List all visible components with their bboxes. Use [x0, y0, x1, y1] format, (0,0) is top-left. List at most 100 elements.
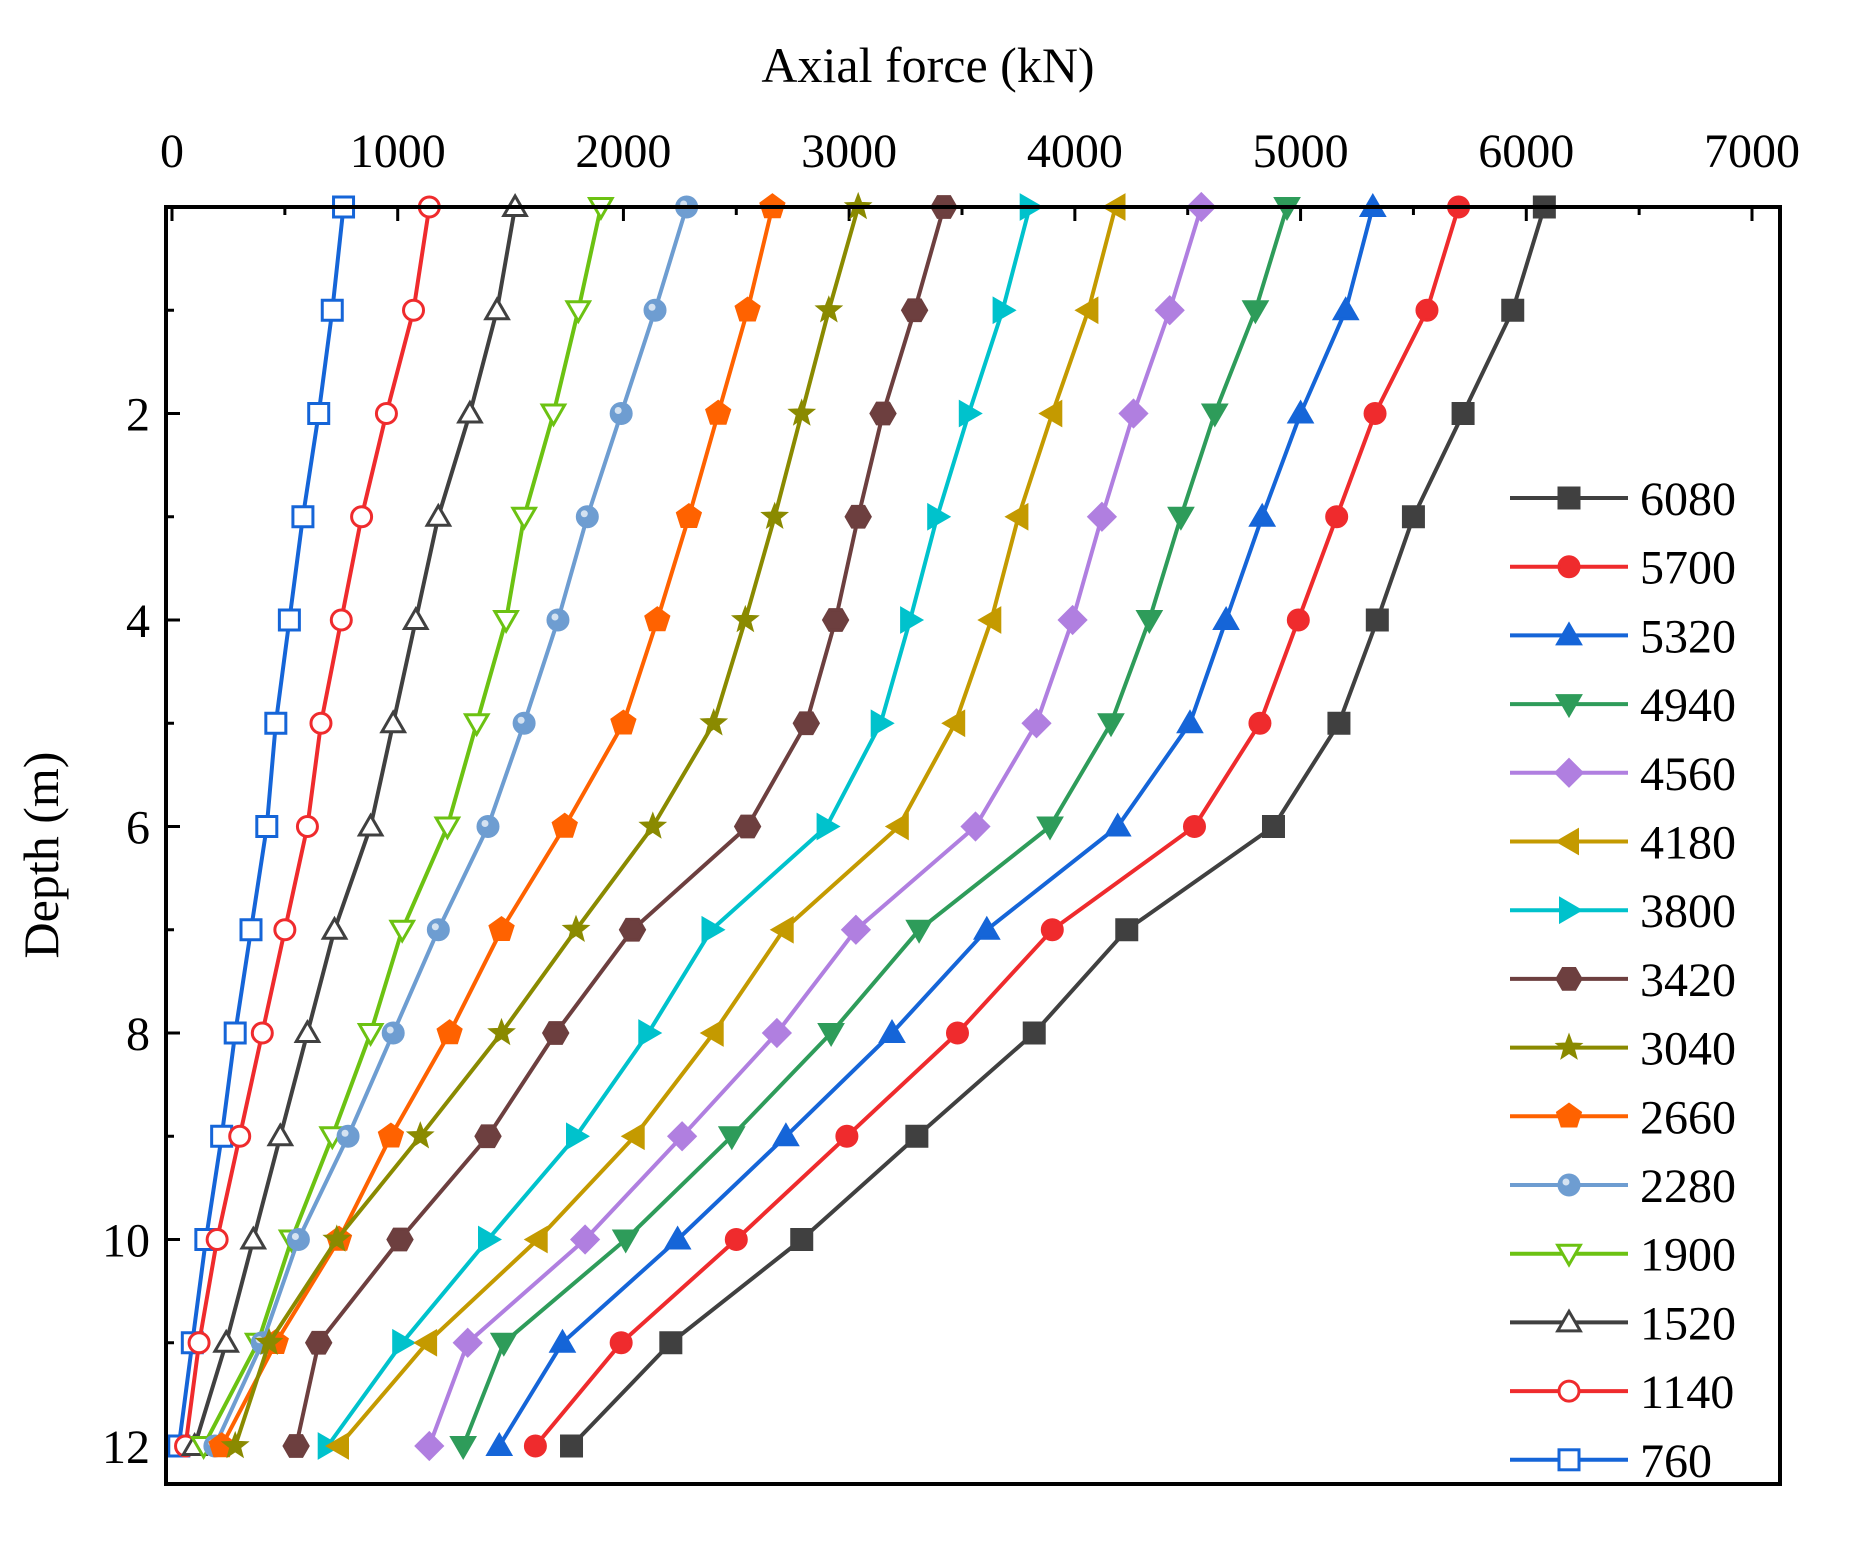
data-point-5320 — [1176, 709, 1204, 734]
x-axis: 0 1000 2000 3000 4000 5000 6000 7000 — [160, 125, 1800, 221]
series-3420 — [282, 195, 958, 1458]
data-point-6080 — [1327, 711, 1351, 735]
data-point-3800 — [701, 915, 726, 944]
data-point-1520 — [320, 915, 349, 940]
data-point-5700 — [1248, 711, 1272, 735]
data-point-2280 — [609, 402, 633, 425]
data-point-760 — [320, 298, 344, 322]
legend-label: 3800 — [1640, 885, 1736, 938]
data-point-3040 — [405, 1121, 435, 1149]
data-point-5700 — [523, 1434, 547, 1458]
legend-item-6080: 6080 — [1510, 473, 1736, 526]
legend-marker — [1555, 1308, 1583, 1333]
data-point-4560 — [414, 1430, 445, 1462]
series-line-3800 — [326, 206, 1032, 1448]
data-point-5320 — [1286, 399, 1315, 424]
data-point-1140 — [250, 1021, 274, 1045]
data-point-4560 — [761, 1017, 793, 1049]
data-point-3800 — [870, 709, 895, 738]
data-point-2660 — [734, 296, 761, 322]
legend-label: 1900 — [1640, 1229, 1736, 1282]
legend-marker — [1554, 1032, 1584, 1060]
data-point-5320 — [1103, 812, 1132, 837]
data-point-3420 — [900, 298, 929, 323]
data-point-1140 — [273, 918, 297, 942]
data-point-5700 — [1325, 505, 1349, 529]
marker-highlight — [1562, 1178, 1570, 1186]
data-point-4560 — [1021, 708, 1052, 739]
data-point-4560 — [666, 1121, 698, 1152]
data-point-3040 — [220, 1430, 250, 1459]
data-point-1520 — [456, 399, 484, 424]
data-point-3040 — [254, 1327, 284, 1356]
data-point-1520 — [212, 1328, 240, 1353]
data-point-3800 — [478, 1225, 502, 1254]
data-point-3800 — [958, 399, 983, 428]
data-point-6080 — [1501, 298, 1525, 322]
data-point-5700 — [724, 1228, 748, 1251]
data-point-5320 — [1212, 605, 1240, 630]
series-5320 — [485, 193, 1387, 1456]
data-point-1140 — [205, 1228, 229, 1251]
data-point-3040 — [760, 501, 790, 530]
data-point-5320 — [548, 1328, 577, 1353]
data-point-760 — [277, 608, 301, 632]
series-1520 — [180, 192, 529, 1456]
data-point-4180 — [941, 709, 966, 738]
data-point-6080 — [790, 1228, 814, 1251]
series-line-4180 — [337, 206, 1118, 1448]
legend-label: 3420 — [1640, 954, 1736, 1007]
legend-item-760: 760 — [1510, 1435, 1712, 1488]
marker-highlight — [386, 1026, 394, 1034]
data-point-5700 — [1182, 815, 1206, 838]
data-point-1900 — [510, 506, 539, 531]
data-point-4560 — [452, 1327, 483, 1358]
data-point-1520 — [379, 709, 408, 734]
data-point-5700 — [1040, 918, 1064, 942]
legend-marker — [1557, 555, 1581, 579]
data-point-4180 — [325, 1432, 349, 1460]
data-point-6080 — [1022, 1021, 1046, 1045]
data-point-3420 — [618, 917, 647, 942]
x-tick-label: 5000 — [1253, 125, 1349, 178]
data-point-5320 — [1248, 502, 1277, 527]
y-axis-title: Depth (m) — [13, 752, 69, 959]
data-point-1520 — [424, 502, 453, 527]
data-point-3420 — [304, 1330, 333, 1355]
data-point-760 — [291, 505, 315, 529]
x-tick-label: 0 — [160, 125, 184, 178]
y-tick-label: 12 — [102, 1421, 150, 1474]
data-point-4180 — [1038, 399, 1063, 428]
legend-marker — [1555, 827, 1579, 856]
data-point-5320 — [663, 1225, 692, 1250]
y-tick-label: 10 — [102, 1215, 150, 1268]
series-line-5320 — [497, 206, 1375, 1448]
marker-highlight — [551, 613, 559, 621]
series-line-4940 — [461, 206, 1289, 1447]
data-point-5700 — [835, 1124, 859, 1148]
legend-marker — [1553, 757, 1585, 788]
data-point-6080 — [905, 1124, 929, 1148]
data-point-1140 — [402, 298, 426, 322]
data-point-3420 — [386, 1227, 414, 1252]
data-point-5320 — [772, 1122, 800, 1147]
data-point-1520 — [239, 1225, 268, 1250]
data-point-760 — [223, 1021, 247, 1045]
data-point-3420 — [541, 1021, 570, 1045]
data-point-2280 — [643, 298, 667, 322]
data-point-3420 — [869, 401, 897, 426]
data-point-1900 — [539, 403, 568, 428]
data-point-3800 — [927, 502, 952, 531]
legend-marker — [1559, 896, 1583, 925]
data-point-760 — [239, 918, 263, 942]
data-point-6080 — [1115, 918, 1139, 942]
data-point-3040 — [699, 708, 729, 736]
data-point-2660 — [705, 399, 732, 425]
data-point-3800 — [816, 812, 841, 841]
data-point-6080 — [560, 1434, 584, 1458]
series-3800 — [317, 193, 1044, 1460]
data-point-3040 — [561, 914, 591, 943]
marker-highlight — [517, 716, 525, 724]
legend-label: 2280 — [1640, 1160, 1736, 1213]
